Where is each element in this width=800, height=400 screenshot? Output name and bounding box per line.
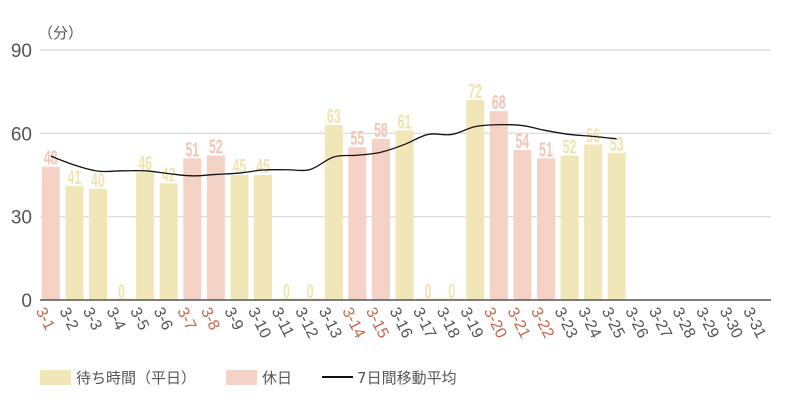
bar-value-label: 55 <box>350 127 364 150</box>
bar-value-label: 61 <box>398 111 412 134</box>
legend-item-moving-average: 7日間移動平均 <box>322 367 457 388</box>
bar <box>136 172 155 300</box>
holiday-swatch-icon <box>226 369 258 385</box>
bar <box>513 150 532 300</box>
bar <box>159 183 178 300</box>
y-tick-label: 60 <box>11 124 32 145</box>
bar-value-label: 51 <box>539 138 553 161</box>
x-axis-ticks: 3-13-23-33-43-53-63-73-83-93-103-113-123… <box>32 305 769 341</box>
x-tick-label: 3-14 <box>339 305 369 341</box>
x-tick-label: 3-29 <box>692 305 722 341</box>
x-tick-label: 3-28 <box>669 305 699 341</box>
bar <box>371 138 390 300</box>
x-tick-label: 3-27 <box>645 305 675 341</box>
bar-value-label: 0 <box>118 280 125 303</box>
bar <box>348 147 367 300</box>
bar-value-label: 63 <box>327 105 341 128</box>
bar-value-label: 46 <box>138 152 152 175</box>
y-tick-label: 0 <box>21 291 32 312</box>
bar <box>183 158 202 300</box>
bar <box>206 155 225 300</box>
legend-label-holiday: 休日 <box>262 368 293 387</box>
bar <box>65 186 84 300</box>
bar-value-label: 0 <box>448 280 455 303</box>
bar-value-label: 0 <box>283 280 290 303</box>
bar <box>324 125 343 300</box>
legend-label-weekday: 待ち時間（平日） <box>76 368 197 387</box>
x-tick-label: 3-4 <box>103 305 129 333</box>
y-tick-label: 30 <box>11 208 32 229</box>
bar <box>254 175 273 300</box>
bar-value-label: 58 <box>374 119 388 142</box>
bar <box>536 158 555 300</box>
x-tick-label: 3-7 <box>173 305 199 333</box>
bar-value-label: 52 <box>563 136 577 159</box>
line-swatch-icon <box>322 376 354 378</box>
x-tick-label: 3-31 <box>739 305 769 341</box>
moving-average-line <box>50 123 617 177</box>
y-tick-label: 90 <box>11 41 32 62</box>
bar <box>230 175 249 300</box>
bar-value-label: 53 <box>610 133 624 156</box>
bar-value-label: 72 <box>468 80 482 103</box>
x-tick-label: 3-18 <box>433 305 463 341</box>
x-tick-label: 3-22 <box>527 305 557 341</box>
x-tick-label: 3-6 <box>150 305 176 333</box>
x-tick-label: 3-23 <box>551 305 581 341</box>
bar <box>466 100 485 300</box>
x-tick-label: 3-26 <box>621 305 651 341</box>
x-tick-label: 3-1 <box>32 305 58 333</box>
x-tick-label: 3-12 <box>291 305 321 341</box>
x-tick-label: 3-13 <box>315 305 345 341</box>
x-tick-label: 3-8 <box>197 305 223 333</box>
bar-value-label: 40 <box>91 169 105 192</box>
bar <box>489 111 508 300</box>
bar-value-label: 54 <box>516 130 530 153</box>
legend: 待ち時間（平日） 休日 7日間移動平均 <box>40 366 457 388</box>
bar-series <box>41 100 626 300</box>
legend-item-weekday: 待ち時間（平日） <box>40 367 196 388</box>
x-tick-label: 3-5 <box>126 305 152 333</box>
x-tick-label: 3-10 <box>244 305 274 341</box>
bar <box>88 188 107 300</box>
y-axis-ticks: 0 30 60 90 <box>11 41 32 312</box>
bar-value-label: 0 <box>425 280 432 303</box>
bar <box>584 144 603 300</box>
bar-value-label: 42 <box>162 163 176 186</box>
bar-value-label: 68 <box>492 91 506 114</box>
bar <box>607 152 626 300</box>
x-tick-label: 3-19 <box>456 305 486 341</box>
x-tick-label: 3-25 <box>598 305 628 341</box>
bar-value-label: 41 <box>67 166 81 189</box>
x-tick-label: 3-3 <box>79 305 105 333</box>
x-tick-label: 3-17 <box>409 305 439 341</box>
bar <box>41 166 60 300</box>
weekday-swatch-icon <box>40 369 71 385</box>
bar-value-label: 0 <box>307 280 314 303</box>
x-tick-label: 3-9 <box>221 305 247 333</box>
x-tick-label: 3-16 <box>386 305 416 341</box>
x-tick-label: 3-30 <box>716 305 746 341</box>
bar-value-label: 45 <box>256 155 270 178</box>
bar <box>395 130 414 300</box>
y-axis-unit-label: （分） <box>38 24 83 42</box>
x-tick-label: 3-11 <box>268 305 297 340</box>
bar-value-label: 45 <box>233 155 247 178</box>
legend-label-moving-average: 7日間移動平均 <box>357 368 457 387</box>
x-tick-label: 3-15 <box>362 305 392 341</box>
x-tick-label: 3-21 <box>504 305 534 341</box>
bar <box>560 155 579 300</box>
x-tick-label: 3-20 <box>480 305 510 341</box>
x-tick-label: 3-24 <box>574 305 604 341</box>
bar-value-label: 51 <box>185 138 199 161</box>
legend-item-holiday: 休日 <box>226 367 292 388</box>
bar-value-label: 48 <box>44 147 58 170</box>
x-tick-label: 3-2 <box>56 305 82 333</box>
bar-value-label: 52 <box>209 136 223 159</box>
